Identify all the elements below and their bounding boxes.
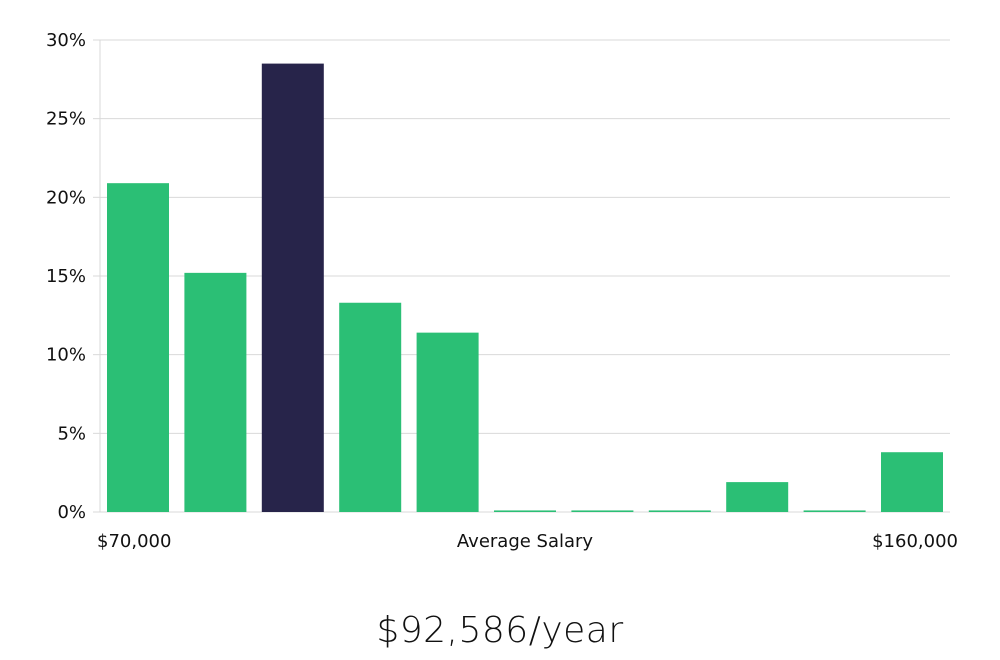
bar [107, 183, 169, 512]
bar [726, 482, 789, 512]
bar [494, 510, 556, 512]
x-axis-title: Average Salary [457, 531, 594, 552]
y-tick-label: 20% [46, 187, 86, 208]
salary-histogram: 0% 5% 10% 15% 20% 25% 30% $70,000 Average Sala… [46, 30, 958, 552]
x-max-label: $160,000 [872, 531, 958, 552]
bar [416, 332, 479, 512]
bar [648, 510, 711, 512]
y-tick-label: 30% [46, 30, 86, 51]
bar [184, 272, 247, 512]
bar [571, 510, 634, 512]
bar [803, 510, 866, 512]
bar-highlighted [261, 63, 324, 512]
x-axis-labels: $70,000 Average Salary $160,000 [97, 531, 958, 552]
bar [339, 302, 402, 512]
y-tick-label: 25% [46, 109, 86, 130]
y-tick-labels: 0% 5% 10% 15% 20% 25% 30% [46, 30, 86, 523]
bar [881, 452, 943, 512]
x-min-label: $70,000 [97, 531, 171, 552]
bars [107, 63, 943, 512]
y-tick-label: 5% [57, 423, 86, 444]
y-tick-label: 0% [57, 502, 86, 523]
y-tick-label: 15% [46, 266, 86, 287]
y-tick-label: 10% [46, 345, 86, 366]
average-salary-headline: $92,586/year [376, 610, 624, 651]
